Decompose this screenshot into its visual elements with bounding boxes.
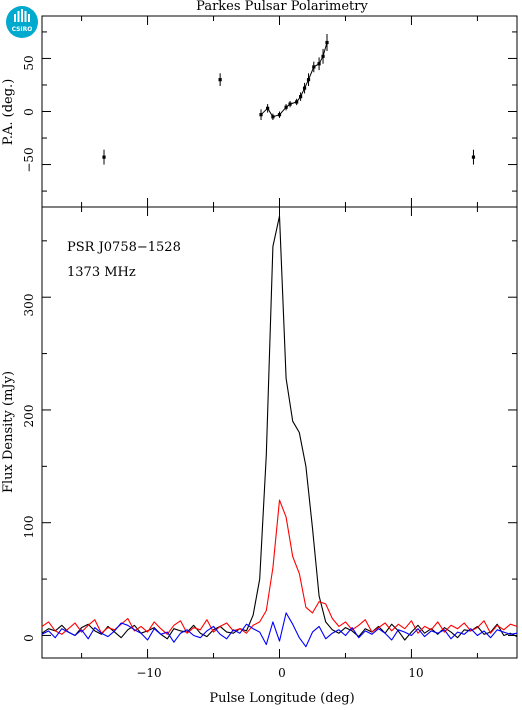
pa-ylabel: P.A. (deg.) — [1, 79, 16, 146]
pa-point — [277, 113, 282, 117]
chart-title: Parkes Pulsar Polarimetry — [196, 0, 368, 14]
pa-point — [295, 100, 299, 104]
pa-point — [271, 115, 275, 119]
pa-point — [299, 95, 303, 99]
csiro-logo: CSIRO — [6, 6, 38, 38]
profile-ytick-label: 100 — [22, 516, 36, 539]
pa-point — [325, 40, 329, 45]
total-intensity-line — [41, 215, 518, 641]
profile-panel: PSR J0758−1528 1373 MHz 0 100 200 300 −1… — [1, 206, 518, 706]
profile-ytick-label: 200 — [22, 405, 36, 428]
pa-point — [266, 106, 270, 110]
linear-polarization-line — [41, 499, 518, 635]
pa-axis-ticks — [42, 16, 517, 207]
pa-point — [302, 86, 307, 90]
pa-point — [259, 113, 263, 117]
pa-panel: 50 0 −50 P.A. (deg.) — [1, 15, 518, 208]
pa-ytick-label: 0 — [22, 108, 36, 116]
profile-ytick-label: 300 — [22, 294, 36, 317]
circular-polarization-line — [41, 612, 518, 648]
pa-ytick-label: −50 — [22, 147, 36, 172]
profile-xlabel: Pulse Longitude (deg) — [209, 691, 354, 706]
frequency-label: 1373 MHz — [67, 265, 136, 280]
profile-series — [41, 215, 518, 648]
pa-point — [471, 155, 476, 159]
pa-point — [317, 62, 321, 66]
profile-ylabel: Flux Density (mJy) — [1, 371, 16, 493]
pulsar-name-label: PSR J0758−1528 — [67, 240, 181, 255]
profile-xtick-labels: −10 0 10 — [136, 666, 423, 680]
profile-ytick-labels: 0 100 200 300 — [22, 294, 36, 642]
logo-text: CSIRO — [12, 26, 33, 33]
pa-ytick-label: 50 — [22, 55, 36, 70]
pa-point — [218, 78, 222, 82]
profile-ytick-label: 0 — [22, 634, 36, 642]
profile-xtick-label: 0 — [278, 666, 286, 680]
pa-point — [288, 102, 292, 106]
pa-point — [306, 78, 311, 82]
pa-curve — [260, 42, 328, 118]
pa-point — [102, 155, 106, 159]
profile-axis-ticks — [42, 207, 517, 658]
pa-point — [284, 105, 288, 109]
profile-xtick-label: 10 — [408, 666, 423, 680]
pa-point — [312, 65, 316, 69]
pa-point — [321, 54, 325, 58]
profile-xtick-label: −10 — [136, 666, 161, 680]
pa-points — [102, 34, 476, 165]
pa-ytick-labels: 50 0 −50 — [22, 55, 36, 172]
logo-bars-icon — [14, 9, 30, 22]
